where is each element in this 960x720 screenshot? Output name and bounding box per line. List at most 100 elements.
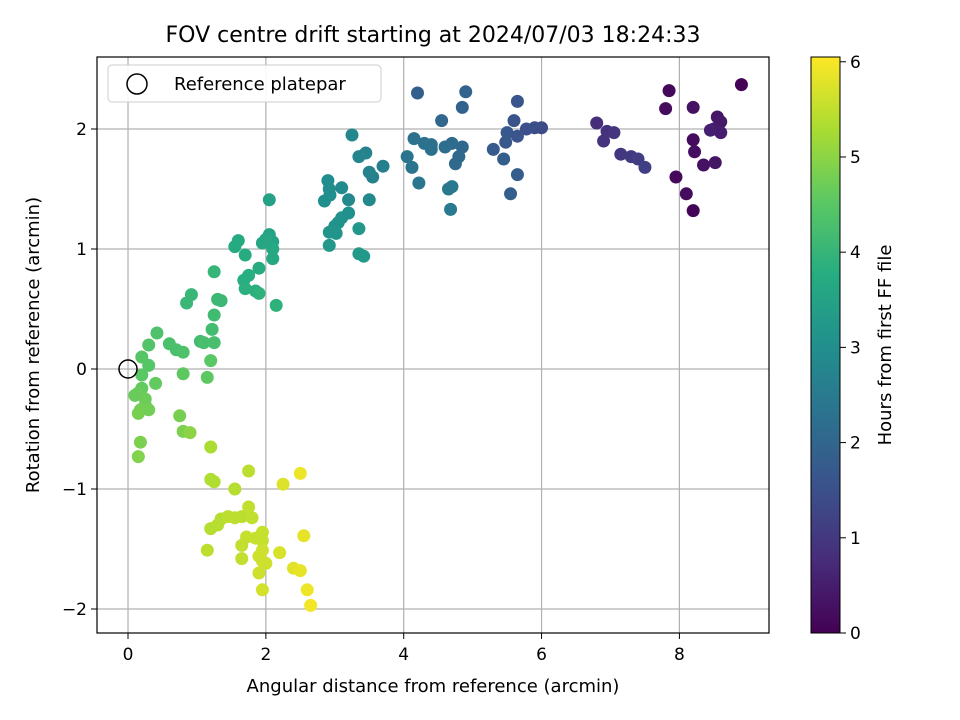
y-tick-label: 1: [76, 240, 87, 260]
scatter-point: [266, 252, 280, 266]
x-tick-label: 4: [398, 645, 409, 665]
scatter-point: [669, 170, 683, 184]
colorbar-tick-label: 1: [850, 529, 861, 549]
scatter-point: [207, 336, 221, 350]
scatter-point: [176, 367, 190, 381]
scatter-point: [410, 86, 424, 100]
y-axis-label: Rotation from reference (arcmin): [23, 197, 44, 493]
scatter-point: [417, 136, 431, 150]
scatter-point: [662, 84, 676, 98]
scatter-point: [510, 168, 524, 182]
scatter-point: [204, 354, 218, 368]
scatter-point: [345, 128, 359, 142]
scatter-point: [304, 598, 318, 612]
scatter-point: [204, 522, 218, 536]
scatter-point: [200, 370, 214, 384]
scatter-point: [128, 388, 142, 402]
plot-frame: [96, 56, 770, 634]
scatter-point: [200, 543, 214, 557]
scatter-point: [204, 440, 218, 454]
scatter-point: [142, 338, 156, 352]
x-tick-label: 6: [536, 645, 547, 665]
scatter-point: [412, 176, 426, 190]
colorbar-ticks: 0 1 2 3 4 5 6: [840, 53, 861, 644]
scatter-point: [183, 426, 197, 440]
scatter-point: [238, 282, 252, 296]
scatter-point: [142, 358, 156, 372]
scatter-point: [273, 546, 287, 560]
scatter-point: [176, 345, 190, 359]
reference-marker: [118, 359, 138, 379]
scatter-point: [269, 298, 283, 312]
legend-box: [107, 64, 382, 103]
scatter-point: [519, 122, 533, 136]
scatter-point: [266, 242, 280, 256]
scatter-point: [510, 129, 524, 143]
scatter-point: [500, 126, 514, 140]
scatter-point: [131, 406, 145, 420]
scatter-point: [438, 140, 452, 154]
scatter-point: [376, 159, 390, 173]
scatter-point: [252, 286, 266, 300]
scatter-point: [252, 261, 266, 275]
colorbar-tick-label: 2: [850, 434, 861, 454]
legend-entry-reference: Reference platepar: [174, 74, 346, 95]
scatter-point: [297, 529, 311, 543]
scatter-point: [238, 248, 252, 262]
colorbar-tick-label: 5: [850, 148, 861, 168]
scatter-point: [400, 150, 414, 164]
scatter-point: [638, 160, 652, 174]
scatter-point: [205, 322, 219, 336]
scatter-point: [714, 126, 728, 140]
scatter-point: [352, 222, 366, 236]
scatter-point: [300, 583, 314, 597]
scatter-point: [405, 160, 419, 174]
y-tick-label: 2: [76, 120, 87, 140]
y-tick-label: −2: [62, 600, 87, 620]
scatter-point: [497, 152, 511, 166]
scatter-point: [455, 100, 469, 114]
scatter-point: [435, 114, 449, 128]
colorbar-tick-label: 3: [850, 338, 861, 358]
scatter-points: [128, 78, 748, 612]
x-axis-ticks: 0 2 4 6 8: [123, 633, 685, 665]
scatter-point: [686, 204, 700, 218]
scatter-point: [590, 116, 604, 130]
scatter-point: [197, 336, 211, 350]
scatter-point: [262, 193, 276, 207]
colorbar-gradient: [810, 56, 841, 634]
scatter-point: [242, 464, 256, 478]
scatter-point: [149, 376, 163, 390]
legend-marker-icon: [126, 73, 148, 95]
colorbar-tick-label: 4: [850, 243, 861, 263]
colorbar-tick-label: 0: [850, 624, 861, 644]
scatter-point: [322, 225, 336, 239]
scatter-point: [697, 158, 711, 172]
scatter-point: [228, 240, 242, 254]
scatter-point: [342, 193, 356, 207]
scatter-point: [504, 187, 518, 201]
scatter-point: [708, 156, 722, 170]
scatter-point: [135, 368, 149, 382]
scatter-point: [276, 477, 290, 491]
y-tick-label: 0: [76, 360, 87, 380]
scatter-point: [242, 500, 256, 514]
scatter-point: [173, 409, 187, 423]
scatter-point: [207, 308, 221, 322]
scatter-point: [252, 566, 266, 580]
scatter-point: [235, 538, 249, 552]
x-tick-label: 8: [674, 645, 685, 665]
scatter-point: [235, 552, 249, 566]
colorbar-label: Hours from first FF file: [875, 245, 896, 446]
chart-title: FOV centre drift starting at 2024/07/03 …: [166, 23, 701, 48]
scatter-point: [614, 147, 628, 161]
scatter-point: [445, 180, 459, 194]
scatter-point: [362, 165, 376, 179]
scatter-point: [507, 114, 521, 128]
scatter-point: [352, 150, 366, 164]
scatter-point: [335, 181, 349, 195]
scatter-point: [362, 193, 376, 207]
x-axis-label: Angular distance from reference (arcmin): [247, 676, 620, 697]
scatter-point: [131, 450, 145, 464]
